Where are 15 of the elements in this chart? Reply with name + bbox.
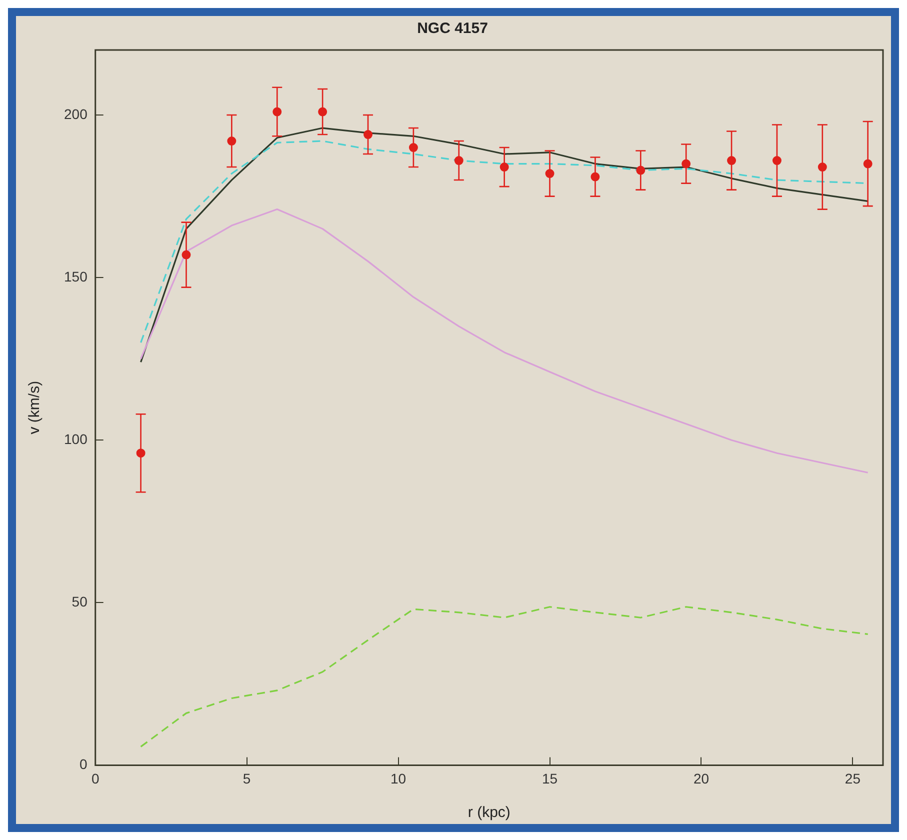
x-tick-label: 0 [91, 770, 100, 786]
y-tick-label: 100 [64, 430, 88, 447]
y-tick-label: 200 [64, 106, 88, 122]
y-axis-title: v (km/s) [26, 380, 44, 434]
chart-title: NGC 4157 [417, 20, 488, 38]
x-tick-label: 10 [390, 770, 406, 786]
y-tick-label: 50 [72, 594, 88, 610]
x-axis-title: r (kpc) [468, 804, 510, 822]
y-tick-label: 0 [80, 756, 88, 772]
x-tick-label: 25 [844, 770, 861, 786]
y-tick-label: 150 [64, 268, 88, 284]
x-tick-label: 20 [693, 770, 710, 786]
line-series [140, 606, 869, 748]
x-tick-label: 5 [242, 770, 251, 786]
x-tick-label: 15 [542, 770, 558, 786]
